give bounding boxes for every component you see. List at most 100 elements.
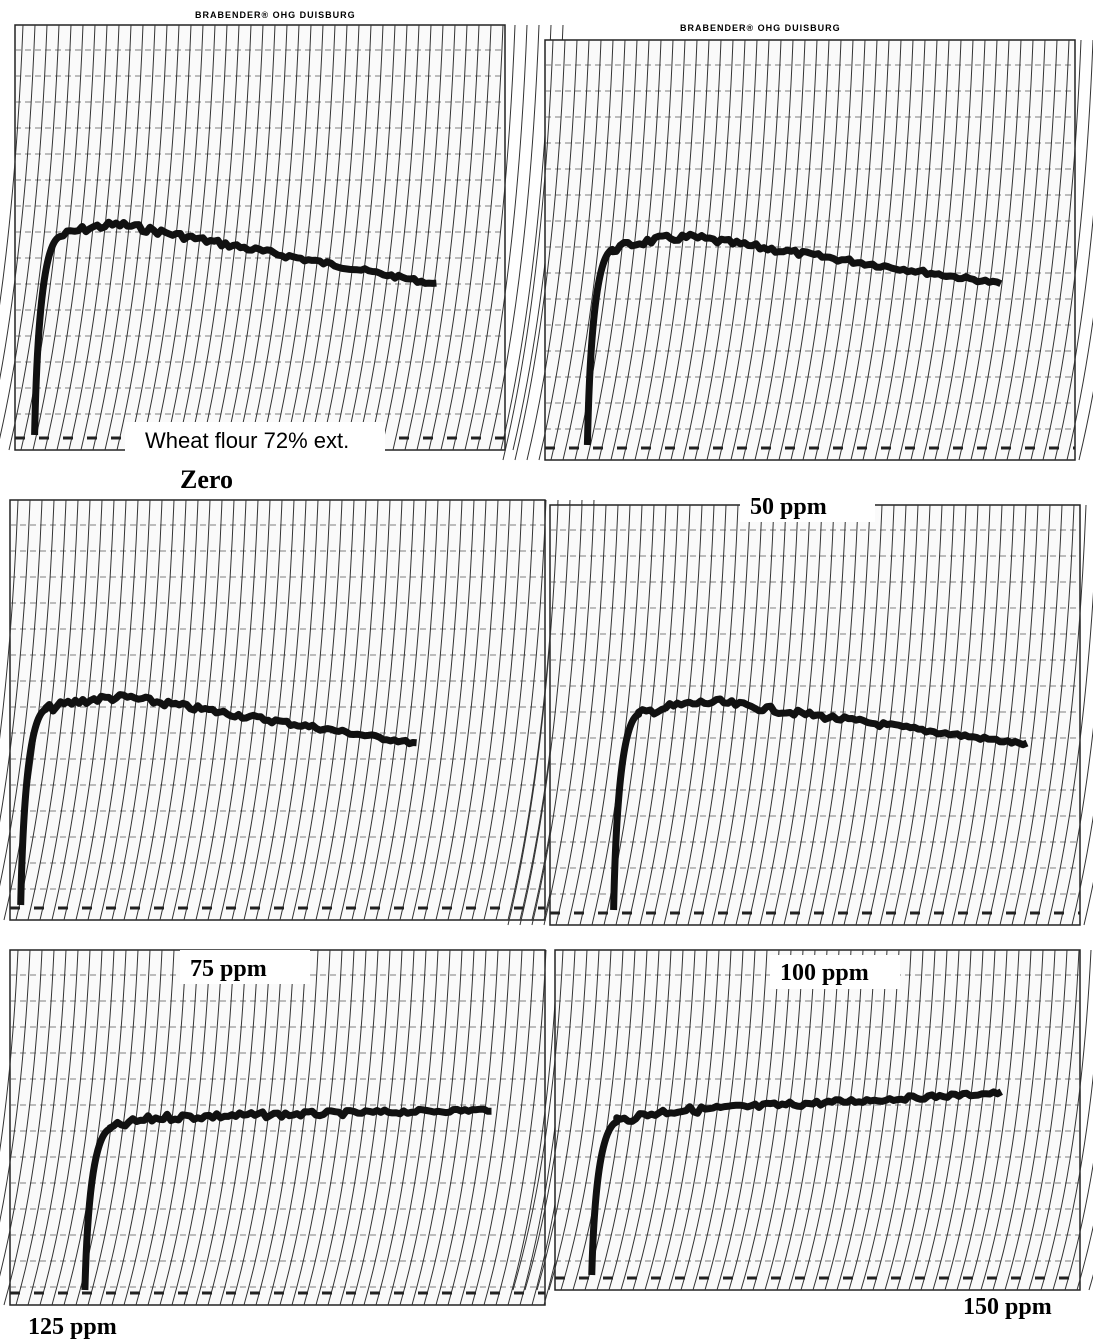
grid-arc — [1052, 1073, 1093, 1291]
caption-box — [125, 422, 385, 460]
grid-arc — [0, 949, 31, 1223]
grid-arc — [778, 39, 830, 461]
grid-arc — [1035, 504, 1087, 926]
grid-arc — [51, 949, 103, 1306]
grid-arc — [135, 949, 187, 1306]
grid-arc — [483, 949, 535, 1306]
grid-arc — [735, 504, 787, 926]
grid-arc — [1028, 949, 1080, 1291]
grid-arc — [740, 949, 792, 1291]
grid-arc — [1004, 949, 1056, 1291]
grid-arc — [704, 949, 756, 1291]
grid-arc — [1006, 39, 1058, 461]
grid-arc — [135, 499, 187, 921]
grid-arc — [548, 949, 600, 1291]
grid-arc — [171, 499, 223, 921]
grid-arc — [968, 949, 1020, 1291]
grid-arc — [212, 24, 264, 451]
grid-arc — [128, 24, 180, 451]
grid-arc — [387, 499, 439, 921]
grid-arc — [452, 24, 504, 451]
grid-arc — [855, 504, 907, 926]
grid-arc — [646, 39, 698, 461]
grid-arc — [507, 504, 559, 926]
grid-arc — [1088, 1274, 1093, 1291]
grid-arc — [351, 499, 403, 921]
grid-arc — [63, 499, 115, 921]
grid-arc — [356, 24, 408, 451]
panels — [0, 24, 1093, 1306]
grid-arc — [80, 24, 132, 451]
grid-arc — [872, 949, 924, 1291]
caption: Wheat flour 72% ext. — [145, 428, 349, 453]
grid-arc — [718, 39, 770, 461]
grid-arc — [514, 39, 566, 461]
grid-arc — [1018, 39, 1070, 461]
grid-arc — [668, 949, 720, 1291]
grid-arc — [116, 24, 168, 451]
grid-arc — [363, 499, 415, 921]
label-box — [180, 950, 310, 984]
grid-arc — [848, 949, 900, 1291]
grid-arc — [663, 504, 715, 926]
grid-arc — [615, 504, 667, 926]
grid-arc — [699, 504, 751, 926]
dough-curve — [17, 691, 417, 906]
grid-arc — [387, 949, 439, 1306]
grid-arc — [716, 949, 768, 1291]
grid-arc — [99, 949, 151, 1306]
grid-arc — [1023, 504, 1075, 926]
chart-header: BRABENDER® OHG DUISBURG — [195, 10, 356, 20]
grid-arc — [291, 949, 343, 1306]
grid-arc — [87, 949, 139, 1306]
grid-arc — [908, 949, 960, 1291]
grid-arc — [44, 24, 96, 451]
grid-arc — [694, 39, 746, 461]
grid-arc — [471, 499, 523, 921]
grid-arc — [332, 24, 384, 451]
grid-arc — [790, 39, 842, 461]
grid-arc — [392, 24, 444, 451]
grid-arc — [32, 24, 84, 451]
grid-arc — [555, 504, 607, 926]
grid-arc — [879, 504, 931, 926]
grid-arc — [728, 949, 780, 1291]
grid-arc — [502, 39, 554, 461]
grid-arc — [303, 949, 355, 1306]
grid-arc — [255, 499, 307, 921]
grid-arc — [428, 24, 480, 451]
grid-arc — [351, 949, 403, 1306]
grid-arc — [476, 24, 528, 451]
grid-arc — [975, 504, 1027, 926]
grid-arc — [8, 24, 60, 451]
grid-arc — [723, 504, 775, 926]
grid-arc — [363, 949, 415, 1306]
chart-paper — [554, 949, 1081, 1291]
grid-arc — [1064, 1162, 1093, 1291]
grid-arc — [730, 39, 782, 461]
grid-arc — [922, 39, 974, 461]
grid-arc — [435, 499, 487, 921]
grid-arc — [20, 24, 72, 451]
grid-arc — [87, 499, 139, 921]
grid-arc — [183, 949, 235, 1306]
dough-curve — [610, 695, 1029, 911]
grid-arc — [843, 504, 895, 926]
grid-arc — [958, 39, 1010, 461]
grid-arc — [123, 949, 175, 1306]
dough-curve — [583, 230, 1003, 446]
chart-paper — [9, 949, 546, 1306]
grid-arc — [447, 499, 499, 921]
grid-arc — [1030, 39, 1082, 461]
grid-arc — [711, 504, 763, 926]
grid-arc — [0, 499, 43, 887]
grid-arc — [495, 949, 547, 1306]
grid-arc — [764, 949, 816, 1291]
grid-arc — [279, 949, 331, 1306]
grid-arc — [399, 949, 451, 1306]
chart-header: BRABENDER® OHG DUISBURG — [680, 23, 841, 33]
grid-arc — [800, 949, 852, 1291]
grid-arc — [670, 39, 722, 461]
grid-arc — [1054, 214, 1093, 461]
grid-arc — [0, 24, 36, 381]
